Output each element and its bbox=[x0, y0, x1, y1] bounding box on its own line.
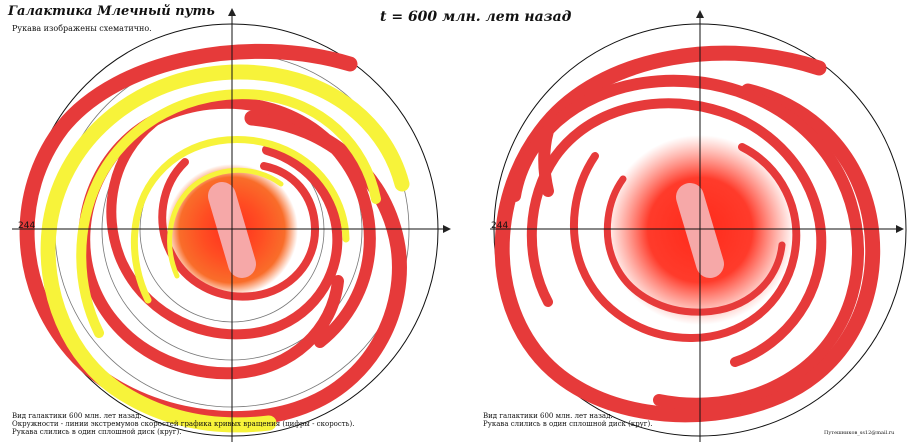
time-label: t = 600 млн. лет назад bbox=[380, 9, 572, 25]
right-axis-value: 244 bbox=[491, 221, 509, 231]
schematic-arms-note: Рукава изображены схематично. bbox=[12, 24, 152, 33]
right-galaxy-panel bbox=[490, 10, 907, 442]
right-spiral-arm-1 bbox=[494, 45, 881, 423]
right-note-line-1: Вид галактики 600 млн. лет назад. bbox=[483, 412, 613, 420]
right-note-line-2: Рукава слились в один сплошной диск (кру… bbox=[483, 420, 653, 428]
right-notes: Вид галактики 600 млн. лет назад. Рукава… bbox=[483, 412, 652, 428]
right-spiral-arm-5 bbox=[603, 175, 786, 316]
left-spiral-arm-yellow-3 bbox=[130, 136, 350, 304]
left-galaxy-panel bbox=[12, 8, 451, 442]
left-notes: Вид галактики 600 млн. лет назад. Окружн… bbox=[12, 412, 354, 436]
right-spiral-arm-3 bbox=[526, 98, 827, 367]
left-spiral-arm-red-4 bbox=[158, 158, 320, 301]
right-spiral-arm-2 bbox=[509, 74, 864, 410]
left-note-line-3: Рукава слились в один сплошной диск (кру… bbox=[12, 428, 182, 436]
right-spiral-arm-4 bbox=[570, 143, 801, 343]
left-note-line-1: Вид галактики 600 млн. лет назад. bbox=[12, 412, 142, 420]
left-spiral-arm-yellow-2 bbox=[76, 89, 381, 338]
right-spiral-arm-tail bbox=[538, 114, 558, 197]
author-signature: Путешников_ss12@mail.ru bbox=[824, 430, 895, 436]
left-axis-value: 244 bbox=[18, 221, 36, 231]
left-spiral-arm-yellow-4 bbox=[167, 167, 284, 279]
page-title: Галактика Млечный путь bbox=[8, 4, 215, 19]
left-spiral-arm-yellow-1 bbox=[40, 64, 410, 433]
left-spiral-arm-red-3 bbox=[106, 117, 343, 340]
left-note-line-2: Окружности - линии экстремумов скоростей… bbox=[12, 420, 355, 428]
